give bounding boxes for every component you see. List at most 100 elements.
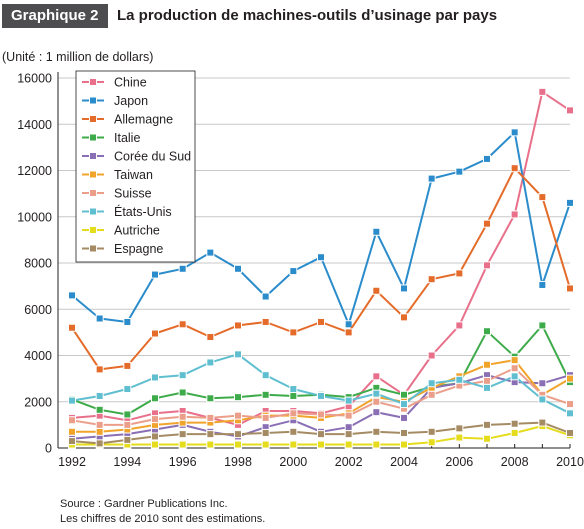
data-point <box>483 360 491 369</box>
data-point <box>344 411 353 420</box>
data-point <box>510 364 519 373</box>
data-point <box>372 372 381 381</box>
data-point <box>483 154 491 163</box>
data-point <box>344 430 353 439</box>
data-point <box>510 164 519 173</box>
legend-item: Corée du Sud <box>82 150 191 164</box>
data-point <box>372 397 381 406</box>
data-point <box>178 388 187 397</box>
legend-swatch-marker <box>89 133 97 142</box>
data-point <box>372 440 381 449</box>
data-point <box>455 167 464 176</box>
data-point <box>427 390 436 399</box>
series-Allemagne <box>68 164 574 374</box>
data-point <box>68 416 76 425</box>
data-point <box>151 415 159 424</box>
data-point <box>289 440 298 449</box>
legend-item: Allemagne <box>82 113 173 127</box>
data-point <box>123 317 132 326</box>
x-tick-label: 2002 <box>335 455 363 469</box>
data-point <box>427 438 436 447</box>
data-point <box>455 375 464 384</box>
legend-swatch-marker <box>89 189 97 197</box>
data-point <box>234 411 242 420</box>
data-point <box>538 395 547 404</box>
x-tick-label: 2000 <box>279 455 307 469</box>
data-point <box>95 439 104 448</box>
series-line <box>71 324 571 416</box>
data-point <box>234 350 242 359</box>
y-tick-label: 8000 <box>24 257 52 271</box>
data-point <box>234 440 242 449</box>
data-point <box>261 428 270 437</box>
data-point <box>206 413 215 422</box>
data-point <box>372 408 381 417</box>
data-point <box>68 427 76 436</box>
data-point <box>538 321 547 330</box>
legend-swatch-marker <box>89 244 97 253</box>
data-point <box>68 323 76 332</box>
data-point <box>344 440 353 449</box>
data-point <box>483 261 491 270</box>
data-point <box>317 430 325 439</box>
legend-swatch-marker <box>89 226 97 234</box>
chart-title: La production de machines-outils d’usina… <box>117 7 498 24</box>
data-point <box>317 391 325 400</box>
data-point <box>234 264 242 273</box>
data-point <box>178 430 187 439</box>
y-tick-label: 6000 <box>24 303 52 317</box>
data-point <box>538 193 547 202</box>
data-point <box>510 372 519 381</box>
legend-label: Taiwan <box>114 168 153 182</box>
data-point <box>455 269 464 278</box>
data-point <box>151 440 159 449</box>
data-point <box>400 413 408 422</box>
legend-item: Espagne <box>82 242 163 256</box>
data-point <box>206 248 215 257</box>
data-point <box>206 394 215 403</box>
y-tick-label: 14000 <box>17 118 52 132</box>
data-point <box>538 280 547 289</box>
data-point <box>455 321 464 330</box>
data-point <box>178 264 187 273</box>
data-point <box>372 427 381 436</box>
data-point <box>123 385 132 394</box>
data-point <box>400 284 408 293</box>
data-point <box>206 358 215 367</box>
data-point <box>427 275 436 284</box>
series-Espagne <box>68 418 574 448</box>
data-point <box>483 219 491 228</box>
data-point <box>289 427 298 436</box>
data-point <box>206 440 215 449</box>
y-tick-label: 10000 <box>17 210 52 224</box>
data-point <box>344 423 353 432</box>
data-point <box>178 440 187 449</box>
data-point <box>566 106 574 115</box>
data-point <box>455 433 464 442</box>
data-point <box>510 356 519 365</box>
data-point <box>289 385 298 394</box>
data-point <box>566 198 574 207</box>
figure-badge: Graphique 2 <box>2 4 108 28</box>
data-point <box>538 87 547 96</box>
data-point <box>234 393 242 402</box>
data-point <box>95 405 104 414</box>
legend-label: Allemagne <box>114 113 173 127</box>
data-point <box>95 314 104 323</box>
legend-item: États-Unis <box>82 204 172 219</box>
x-tick-label: 1996 <box>169 455 197 469</box>
data-point <box>261 390 270 399</box>
data-point <box>538 379 547 388</box>
data-point <box>427 427 436 436</box>
y-axis-unit-label: (Unité : 1 million de dollars) <box>2 50 154 64</box>
data-point <box>400 313 408 322</box>
series-États-Unis <box>68 350 574 418</box>
y-tick-label: 12000 <box>17 164 52 178</box>
source-note: Source : Gardner Publications Inc. <box>60 498 228 510</box>
legend-item: Italie <box>82 131 140 145</box>
data-point <box>95 420 104 429</box>
legend-label: Corée du Sud <box>114 150 191 164</box>
legend-label: États-Unis <box>114 204 172 219</box>
legend-swatch-marker <box>89 152 97 160</box>
data-point <box>427 379 436 388</box>
